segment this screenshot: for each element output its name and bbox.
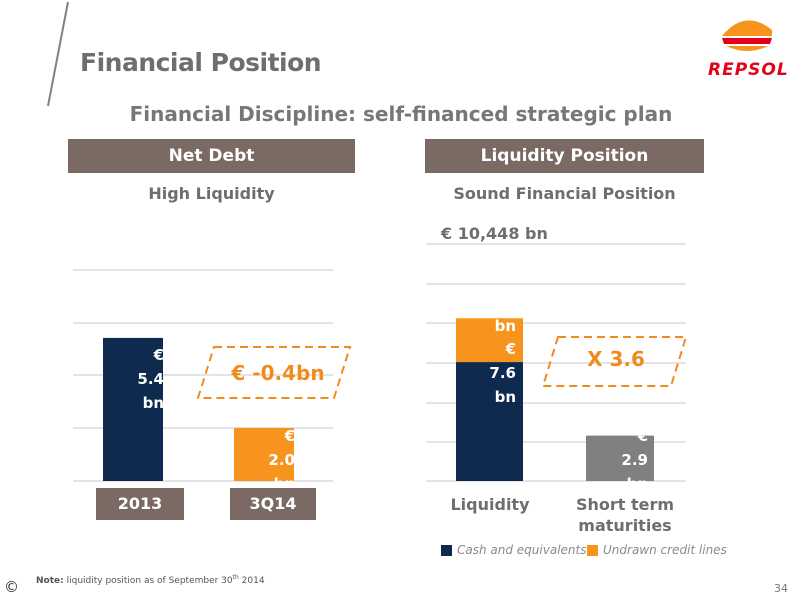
- repsol-logo-icon: [722, 20, 772, 51]
- copyright-symbol: ©: [4, 578, 19, 596]
- legend-undrawn: Undrawn credit lines: [587, 543, 727, 557]
- bar-label-undrawn: € 2.8 bn: [456, 266, 518, 338]
- legend-undrawn-label: Undrawn credit lines: [603, 543, 727, 557]
- bar-label-2013: € 5.4 bn: [104, 343, 164, 415]
- category-2013: 2013: [96, 488, 184, 520]
- bar-2013: [103, 337, 163, 481]
- category-3q14: 3Q14: [230, 488, 316, 520]
- header-slash-line: [47, 1, 69, 107]
- note-sup: th: [232, 574, 239, 581]
- bar-label-short-term: € 2.9 bn: [588, 424, 650, 496]
- bar-label-cash-text: € 7.6 bn: [489, 340, 516, 406]
- legend-swatch-cash: [441, 545, 452, 556]
- net-debt-callout-frame: [196, 346, 352, 399]
- bar-label-3q14: € 2.0 bn: [233, 424, 295, 496]
- category-liquidity: Liquidity: [450, 495, 530, 514]
- liquidity-caption: Sound Financial Position: [453, 184, 676, 203]
- legend-swatch-undrawn: [587, 545, 598, 556]
- legend-cash-label: Cash and equivalents: [457, 543, 587, 557]
- bar-label-short-term-text: € 2.9 bn: [621, 427, 648, 493]
- page-number: 34: [774, 582, 788, 595]
- bar-label-3q14-text: € 2.0 bn: [268, 427, 295, 493]
- bar-3q14: [234, 428, 294, 481]
- footer-note: Note: liquidity position as of September…: [36, 574, 265, 586]
- logo-text: REPSOL: [708, 60, 789, 80]
- legend-cash: Cash and equivalents: [441, 543, 586, 557]
- note-text: liquidity position as of September 30: [66, 576, 233, 586]
- category-short-term: Short term maturities: [575, 495, 675, 535]
- bar-label-2013-text: € 5.4 bn: [137, 346, 164, 412]
- liquidity-callout: X 3.6: [587, 347, 645, 371]
- bar-label-undrawn-text: € 2.8 bn: [489, 269, 516, 335]
- net-debt-header: Net Debt: [68, 139, 355, 173]
- bar-undrawn-credit: [456, 318, 523, 363]
- page-title: Financial Position: [80, 48, 322, 77]
- bar-cash-equivalents: [456, 362, 523, 481]
- net-debt-caption: High Liquidity: [148, 184, 275, 203]
- liquidity-header: Liquidity Position: [425, 139, 704, 173]
- note-year: 2014: [238, 576, 265, 586]
- bar-label-cash: € 7.6 bn: [456, 337, 518, 409]
- bar-short-term-maturities: [586, 435, 654, 481]
- note-label: Note:: [36, 576, 64, 586]
- net-debt-callout: € -0.4bn: [231, 361, 325, 385]
- liquidity-callout-frame: [541, 336, 688, 387]
- liquidity-total-label: € 10,448 bn: [441, 224, 548, 243]
- page-subtitle: Financial Discipline: self-financed stra…: [129, 102, 673, 126]
